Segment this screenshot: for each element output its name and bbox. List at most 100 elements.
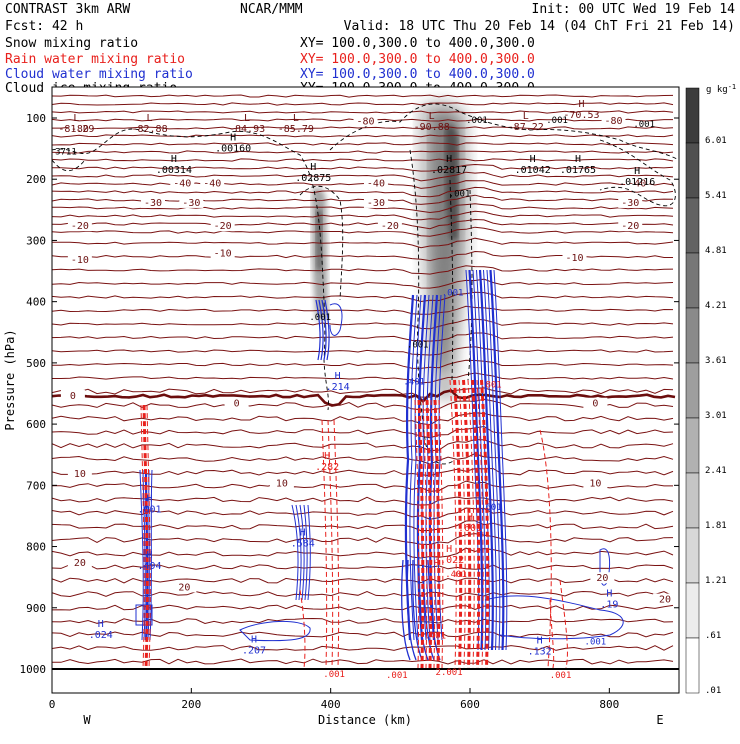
field-xy-cloud-water: XY= 100.0,300.0 to 400.0,300.0 (300, 67, 535, 82)
extremum-marker: H (606, 589, 612, 600)
contour-value-label: .601 (480, 503, 502, 513)
contour-value-label: .001 (633, 120, 655, 130)
extremum-marker: H (575, 154, 581, 165)
isotherm-label: -80 (604, 116, 622, 127)
extremum-value: .01765 (560, 165, 596, 176)
extremum-marker: H (335, 371, 341, 382)
cloud-water-contour (472, 269, 487, 651)
extremum-value: .02817 (431, 165, 467, 176)
isotherm-label: -20 (381, 221, 399, 232)
extremum-value: .02875 (295, 173, 331, 184)
rain-water-contours (140, 379, 568, 669)
extremum-marker: L (73, 113, 79, 124)
organization: NCAR/MMM (240, 2, 303, 17)
isotherm-line (52, 533, 674, 546)
extremum-value: 3.022 (434, 555, 464, 566)
isotherm-label: -20 (71, 221, 89, 232)
isotherm-line (52, 305, 674, 315)
extremum-marker: H (300, 527, 306, 538)
isotherm-label-bg (363, 196, 388, 208)
contour-value-label: 3711 (55, 148, 77, 158)
isotherm-label: -10 (214, 249, 232, 260)
extremum-marker: H (446, 154, 452, 165)
extremum-value: .601 (458, 523, 482, 534)
extremum-marker: L (244, 113, 250, 124)
x-tick-label: 800 (599, 698, 619, 711)
isotherm-line (52, 359, 674, 369)
contour-value-label: .001 (546, 116, 568, 126)
isotherm-label: -40 (628, 178, 646, 189)
cloud-water-contour (291, 504, 299, 601)
colorbar-swatch (685, 252, 700, 309)
colorbar-swatch (685, 307, 700, 364)
isotherm-line (52, 617, 674, 625)
snow-shading (312, 99, 472, 401)
isotherm-label: 20 (74, 558, 86, 569)
isotherm-label-bg (618, 196, 643, 208)
isotherm-line (52, 631, 674, 638)
isotherm-line (52, 453, 674, 465)
colorbar-tick-label: 1.21 (705, 576, 727, 586)
isotherm-line (52, 438, 674, 452)
colorbar-tick-label: 3.61 (705, 356, 727, 366)
isotherm-line (52, 604, 674, 611)
east-endpoint-label: E (656, 713, 663, 727)
extremum-value: .207 (242, 645, 266, 656)
isotherm-line (52, 387, 674, 398)
extremum-value: .132 (528, 647, 552, 658)
init-time: Init: 00 UTC Wed 19 Feb 14 (532, 2, 736, 17)
isotherm-line (52, 658, 674, 665)
isotherm-label-bg (200, 177, 225, 189)
colorbar-tick-label: 1.81 (705, 521, 727, 531)
west-endpoint-label: W (83, 713, 91, 727)
cloud-water-contour (401, 559, 411, 661)
isotherm-line (52, 467, 674, 477)
isotherm-label: -20 (621, 221, 639, 232)
cloud-water-contour (315, 299, 321, 361)
contour-value-label: .001 (449, 189, 471, 199)
y-tick-label: 800 (26, 541, 46, 554)
y-tick-label: 100 (26, 112, 46, 125)
isotherm-line (52, 332, 674, 342)
extremum-marker: H (147, 494, 153, 505)
isotherm-label-bg (377, 220, 402, 232)
colorbar-tick-label: 2.41 (705, 466, 727, 476)
extremum-value: -87.22 (508, 122, 544, 133)
isotherm-line (52, 372, 674, 384)
isotherm-line (52, 126, 674, 130)
extremum-marker: H (324, 451, 330, 462)
y-tick-label: 200 (26, 173, 46, 186)
cloud-ice-contour (299, 185, 344, 301)
contour-value-label: .401 (403, 377, 425, 387)
isotherm-line (52, 186, 674, 198)
contour-value-label: .401 (424, 631, 446, 641)
isotherm-label: -40 (367, 178, 385, 189)
rain-water-contour (327, 419, 334, 669)
cloud-water-contour (406, 559, 417, 661)
isotherm-label: -80 (356, 117, 374, 128)
isotherm-label-bg (67, 220, 92, 232)
cloud-water-contour (486, 269, 501, 651)
extremum-value: .19 (600, 600, 618, 611)
isotherm-label-bg (67, 468, 92, 480)
colorbar-tick-label: .61 (705, 631, 721, 641)
isotherm-label-bg (583, 477, 608, 489)
rain-water-contour (430, 399, 436, 669)
isotherm-line (52, 203, 674, 214)
x-axis-label: Distance (km) (318, 713, 412, 727)
isotherm-line (52, 547, 674, 559)
colorbar: g kg-1 6.01 5.41 4.81 4.21 3.61 3.01 2.41 1.81 1… (685, 83, 736, 696)
field-name-snow: Snow mixing ratio (5, 36, 138, 51)
cloud-water-contour (484, 595, 624, 640)
colorbar-swatch (685, 637, 700, 694)
cloud-ice-contour (329, 103, 679, 161)
y-axis-label: Pressure (hPa) (3, 329, 17, 430)
rain-water-contour (140, 404, 145, 669)
extremum-marker: H (467, 512, 473, 523)
rain-water-contour (433, 399, 441, 669)
cloud-water-contour (483, 269, 497, 651)
isotherm-line (52, 291, 674, 303)
